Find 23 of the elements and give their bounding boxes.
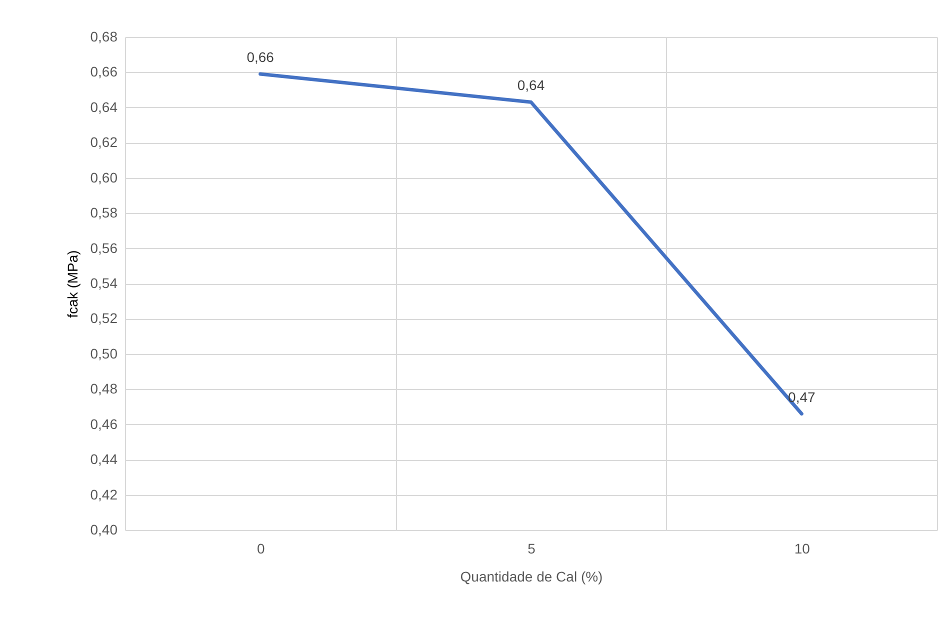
data-label: 0,64 <box>517 77 545 94</box>
y-tick-label: 0,44 <box>90 451 118 468</box>
y-tick-label: 0,48 <box>90 380 118 397</box>
y-tick-label: 0,40 <box>90 522 118 538</box>
x-tick-label: 0 <box>256 540 265 556</box>
y-tick-label: 0,42 <box>90 486 118 502</box>
y-tick-label: 0,60 <box>90 169 118 186</box>
x-axis-title: Quantidade de Cal (%) <box>460 568 603 584</box>
y-axis-title: fcak (MPa) <box>64 250 80 318</box>
y-tick-label: 0,50 <box>90 345 118 362</box>
data-label: 0,66 <box>246 48 274 65</box>
y-tick-label: 0,68 <box>90 28 118 44</box>
x-tick-label: 10 <box>794 540 810 556</box>
y-tick-label: 0,54 <box>90 275 118 291</box>
y-tick-label: 0,62 <box>90 134 118 150</box>
data-label: 0,47 <box>788 388 816 405</box>
y-tick-label: 0,66 <box>90 64 118 80</box>
y-tick-label: 0,46 <box>90 416 118 432</box>
y-tick-label: 0,52 <box>90 310 118 326</box>
x-tick-label: 5 <box>528 540 536 556</box>
y-tick-label: 0,58 <box>90 204 118 221</box>
y-tick-label: 0,64 <box>90 98 118 115</box>
y-tick-label: 0,56 <box>90 240 118 256</box>
